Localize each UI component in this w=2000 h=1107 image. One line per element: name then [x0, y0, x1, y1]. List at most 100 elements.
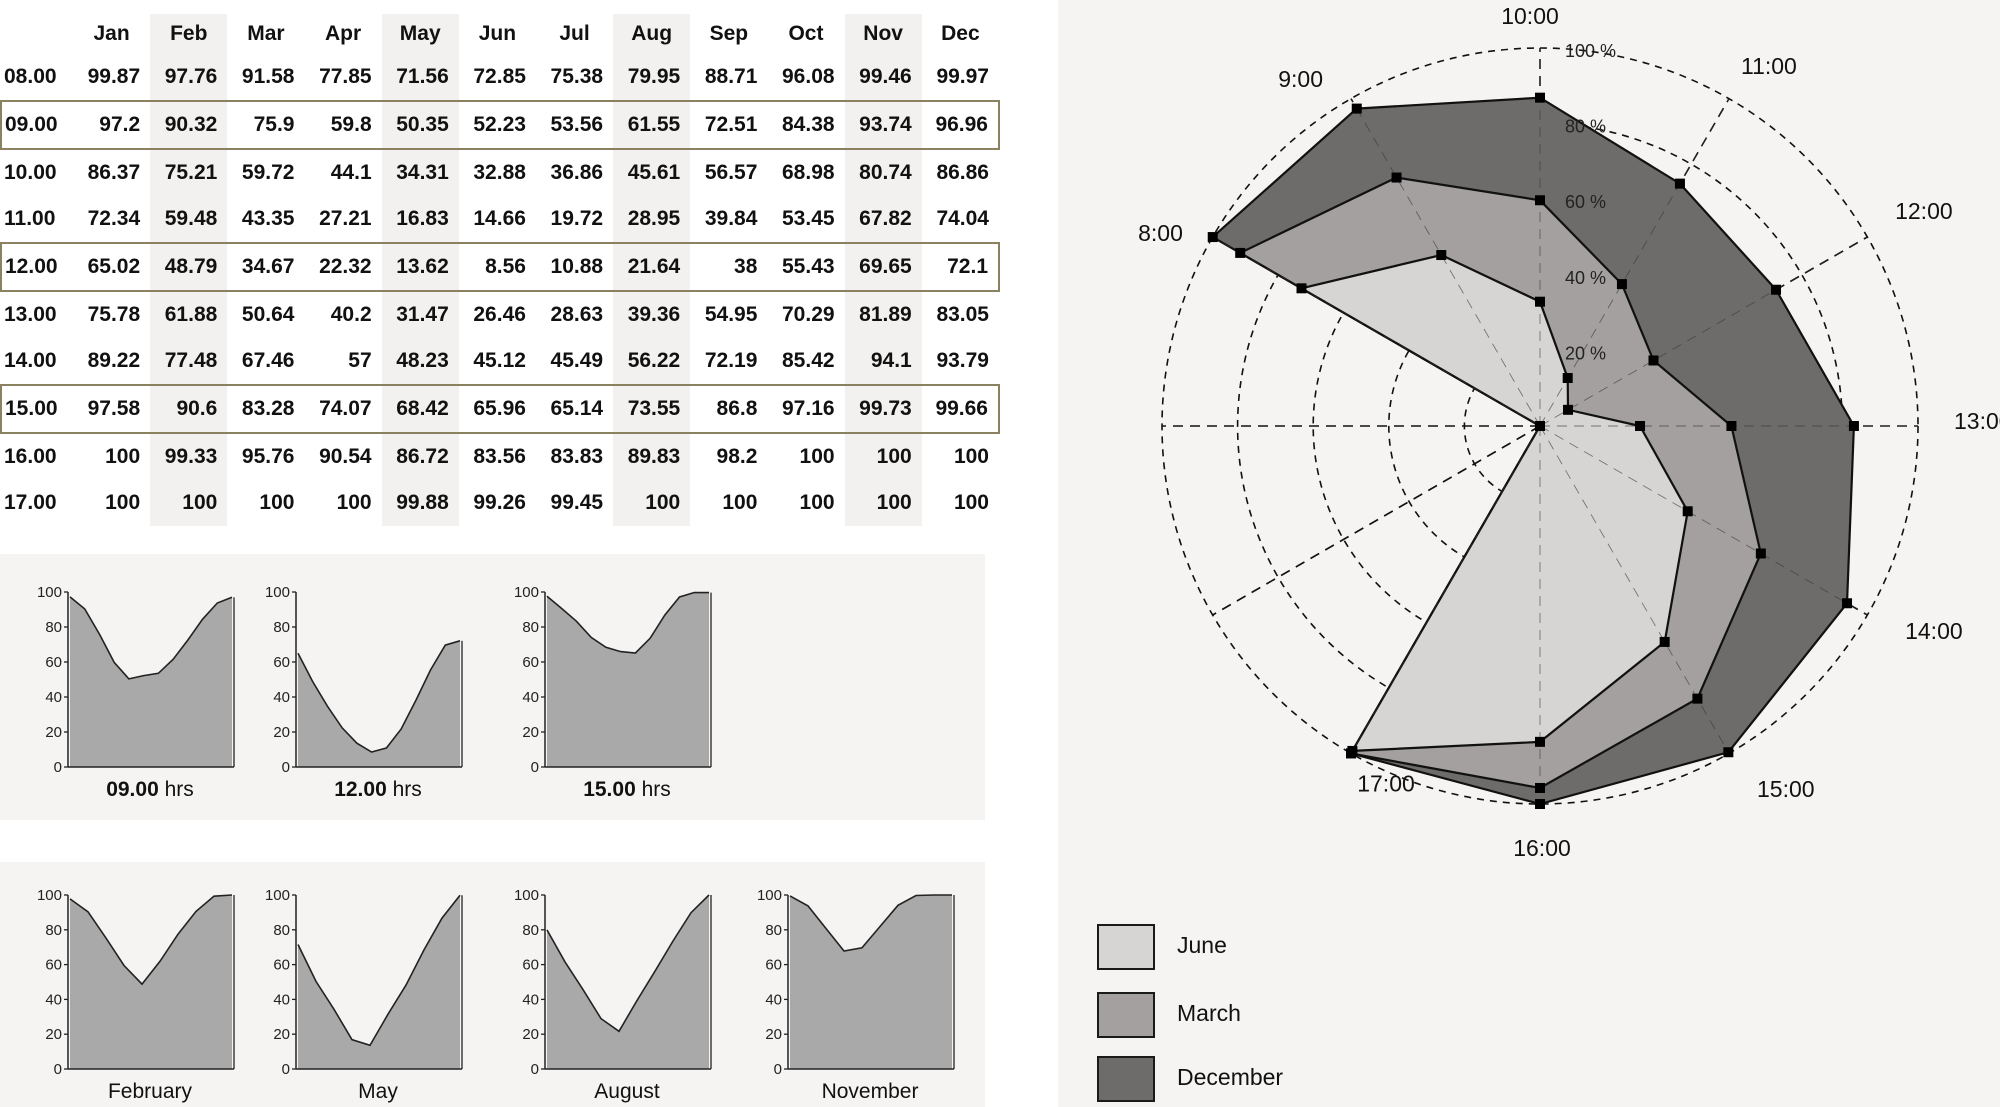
column-header: Dec — [941, 22, 980, 45]
mini-chart: 0 20 40 60 80 100 August — [514, 887, 712, 1103]
table-cell: 99.33 — [150, 433, 228, 480]
table-cell: 56.22 — [613, 338, 691, 385]
table-cell: 99.73 — [844, 384, 922, 434]
table-cell: 100 — [105, 445, 141, 468]
table-cell: 40.2 — [330, 303, 372, 326]
y-tick-label: 40 — [273, 991, 290, 1008]
table-cell: 83.56 — [473, 445, 526, 468]
mini-chart-label: November — [822, 1080, 919, 1103]
table-cell: 99.87 — [87, 65, 141, 88]
table-cell: 100 — [844, 480, 922, 526]
table-cell: 75.78 — [87, 303, 141, 326]
y-tick-label: 20 — [273, 1026, 290, 1043]
table-cell: 100 — [259, 491, 295, 514]
y-tick-label: 20 — [522, 1026, 539, 1043]
left-panel: Jan Feb Mar Apr May Jun Jul Aug Sep Oct Nov Dec 0 8.… — [0, 14, 1001, 1107]
table-cell: 69.65 — [844, 242, 922, 292]
table-header-row: Jan Feb Mar Apr May Jun Jul Aug Sep Oct Nov Dec — [1, 14, 999, 54]
table-cell: 38 — [690, 242, 768, 292]
table-row: 11.00 72.34 59.48 43.35 27.21 16.83 14.66 19.72… — [1, 196, 999, 243]
table-cell: 45.61 — [613, 149, 691, 196]
y-tick-label: 0 — [531, 1061, 539, 1078]
y-tick-label: 80 — [273, 922, 290, 939]
table-cell: 99.97 — [936, 65, 989, 88]
table-row: 13.00 75.78 61.88 50.64 40.2 31.47 26.46 28.63 3… — [1, 291, 999, 338]
table-corner — [1, 14, 73, 54]
table-cell: 84.38 — [767, 100, 845, 150]
y-tick-label: 0 — [282, 759, 290, 776]
table-cell: 91.58 — [241, 65, 295, 88]
table-cell: 99.66 — [921, 384, 1001, 434]
mini-chart-label: May — [358, 1080, 398, 1103]
row-time: 13.00 — [4, 303, 57, 326]
area-line — [69, 596, 233, 680]
area-line — [69, 894, 233, 986]
y-tick-label: 40 — [45, 991, 62, 1008]
y-tick-label: 80 — [765, 922, 782, 939]
table-cell: 77.48 — [150, 338, 228, 385]
legend-label: June — [1177, 932, 1227, 958]
table-cell: 45.12 — [473, 349, 526, 372]
table-body: 08.00 99.87 97.76 91.58 77.85 71.56 72.85 75.38… — [0, 54, 1001, 526]
legend-swatch — [1097, 1056, 1155, 1102]
table-cell: 72.85 — [473, 65, 526, 88]
table-cell: 73.55 — [613, 384, 691, 434]
label-rest: hrs — [159, 778, 194, 801]
table-cell: 71.56 — [381, 54, 459, 101]
y-tick-label: 100 — [757, 887, 782, 904]
table-cell: 89.22 — [87, 349, 141, 372]
y-tick-label: 100 — [37, 584, 62, 601]
y-tick-label: 100 — [514, 584, 539, 601]
table-cell: 68.98 — [782, 161, 835, 184]
column-header: Mar — [247, 22, 285, 45]
y-tick-label: 60 — [273, 654, 290, 671]
area-line — [297, 894, 461, 1047]
table-cell: 31.47 — [381, 291, 459, 338]
y-tick-label: 60 — [522, 654, 539, 671]
table-cell: 72.34 — [87, 207, 141, 230]
table-cell: 99.45 — [550, 491, 604, 514]
label-bold: 15.00 — [583, 778, 636, 801]
mini-chart: 0 20 40 60 80 100 09.00 hrs — [37, 584, 235, 801]
table-cell: 52.23 — [458, 100, 536, 150]
column-header: Oct — [788, 22, 824, 45]
table-cell: 70.29 — [782, 303, 835, 326]
table-cell: 13.62 — [381, 242, 459, 292]
table-cell: 8.56 — [458, 242, 536, 292]
legend-swatch — [1097, 992, 1155, 1038]
area-fill — [790, 895, 952, 1069]
row-time: 17.00 — [4, 491, 57, 514]
table-cell: 61.88 — [150, 291, 228, 338]
table-cell: 59.8 — [304, 100, 382, 150]
table-cell: 86.37 — [87, 161, 141, 184]
table-cell: 72.19 — [704, 349, 758, 372]
legend-swatch — [1097, 924, 1155, 970]
mini-chart: 0 20 40 60 80 100 May — [265, 887, 463, 1103]
table-cell: 16.83 — [381, 196, 459, 243]
column-header: Aug — [613, 14, 691, 54]
table-cell: 48.23 — [381, 338, 459, 385]
table-cell: 83.28 — [227, 384, 305, 434]
label-bold: 09.00 — [106, 778, 159, 801]
table-cell: 21.64 — [613, 242, 691, 292]
y-tick-label: 40 — [522, 991, 539, 1008]
table-cell: 83.05 — [936, 303, 989, 326]
table-cell: 39.84 — [704, 207, 758, 230]
table-cell: 79.95 — [613, 54, 691, 101]
table-row: 12.00 65.02 48.79 34.67 22.32 13.62 8.56 10.88 2… — [0, 242, 1001, 292]
table-row: 09.00 97.2 90.32 75.9 59.8 50.35 52.23 53.56 61.… — [0, 100, 1001, 150]
table-cell: 75.38 — [550, 65, 604, 88]
month-charts-band: 0 20 40 60 80 100 February 0 20 40 60 80 100 May 0 20 40… — [0, 862, 985, 1107]
table-cell: 34.31 — [381, 149, 459, 196]
y-tick-label: 80 — [273, 619, 290, 636]
y-tick-label: 100 — [37, 887, 62, 904]
y-tick-label: 60 — [522, 957, 539, 974]
table-cell: 59.72 — [241, 161, 295, 184]
table-cell: 44.1 — [330, 161, 372, 184]
table-cell: 85.42 — [782, 349, 835, 372]
hour-charts-band: 0 20 40 60 80 100 09.00 hrs 0 20 40 60 80 100 12.00 h… — [0, 554, 985, 820]
table-cell: 81.89 — [844, 291, 922, 338]
y-tick-label: 20 — [45, 1026, 62, 1043]
table-cell: 54.95 — [704, 303, 758, 326]
mini-chart: 0 20 40 60 80 100 February — [37, 887, 235, 1103]
